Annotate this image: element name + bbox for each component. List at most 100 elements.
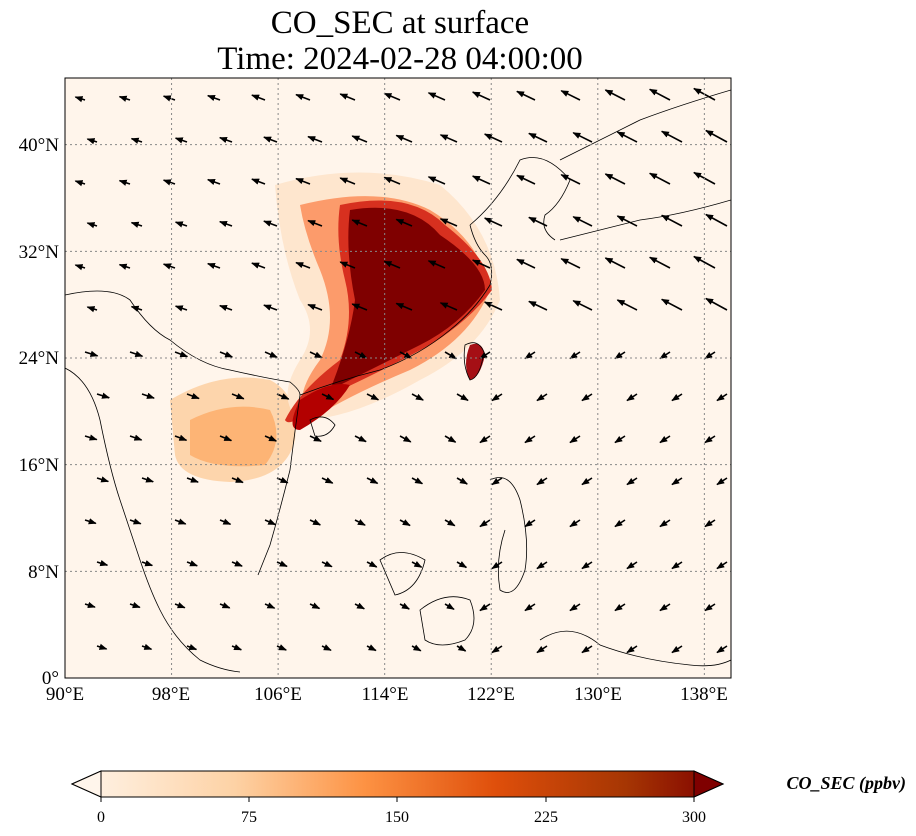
wind-arrow — [471, 175, 491, 185]
wind-arrow — [174, 602, 186, 609]
wind-arrow — [307, 135, 323, 143]
wind-arrow — [174, 351, 189, 358]
wind-arrow — [141, 643, 153, 650]
wind-arrow — [118, 179, 131, 186]
wind-arrow — [660, 214, 683, 227]
wind-arrow — [264, 518, 277, 526]
wind-arrow — [524, 603, 536, 612]
wind-arrow — [186, 643, 198, 651]
wind-arrow — [141, 392, 155, 399]
wind-arrow — [86, 306, 98, 313]
wind-arrow — [616, 299, 638, 311]
wind-arrow — [219, 136, 233, 144]
wind-arrow — [162, 95, 176, 102]
wind-arrow — [309, 435, 322, 443]
wind-arrow — [411, 477, 424, 485]
lat-tick-label: 24°N — [19, 348, 60, 369]
wind-arrow — [560, 257, 581, 269]
wind-arrow — [383, 92, 401, 101]
wind-arrow — [118, 95, 131, 102]
wind-arrow — [604, 257, 626, 269]
wind-arrow — [141, 476, 154, 483]
colorbar-tick-label: 300 — [682, 809, 706, 826]
wind-arrow — [444, 602, 455, 610]
wind-arrow — [659, 519, 671, 528]
wind-arrow — [399, 602, 410, 610]
colorbar-bar — [70, 770, 725, 798]
colorbar-tick-label: 0 — [97, 809, 105, 826]
wind-arrow — [671, 645, 683, 654]
wind-arrow — [572, 131, 593, 143]
wind-arrow — [616, 215, 638, 227]
wind-arrow — [251, 178, 266, 185]
wind-arrow — [174, 137, 188, 144]
wind-arrow — [659, 603, 671, 612]
lat-tick-label: 40°N — [19, 135, 60, 156]
wind-arrow — [186, 476, 199, 483]
wind-arrow — [264, 435, 278, 442]
wind-arrow — [207, 262, 221, 270]
wind-arrow — [130, 305, 143, 312]
wind-arrow — [569, 435, 581, 444]
lon-tick-label: 130°E — [574, 684, 622, 705]
wind-arrow — [295, 177, 311, 185]
wind-arrow — [560, 173, 581, 185]
wind-arrow — [516, 258, 536, 269]
wind-arrow — [581, 645, 593, 654]
wind-arrow — [716, 561, 728, 570]
wind-arrow — [295, 261, 311, 269]
wind-arrow — [705, 213, 728, 227]
wind-arrow — [528, 132, 548, 143]
wind-arrow — [207, 94, 221, 102]
lon-tick-label: 122°E — [467, 684, 515, 705]
wind-arrow — [219, 434, 233, 442]
wind-arrow — [309, 602, 321, 610]
wind-arrow — [456, 644, 467, 652]
wind-arrow — [604, 89, 626, 101]
colorbar: 0 75 150 225 300 CO_SEC (ppbv) — [70, 770, 906, 826]
wind-arrow — [716, 393, 728, 402]
wind-arrow — [366, 644, 377, 652]
wind-arrow — [716, 645, 728, 654]
wind-arrow — [427, 176, 446, 185]
wind-arrow — [572, 299, 593, 311]
wind-arrow — [581, 393, 593, 402]
wind-arrow — [84, 518, 97, 525]
wind-arrow — [219, 220, 233, 228]
map-gridlines — [65, 78, 731, 678]
wind-arrow — [339, 261, 356, 269]
wind-arrow — [626, 477, 638, 486]
wind-arrow — [444, 519, 456, 527]
wind-arrow — [309, 351, 323, 359]
wind-arrow — [129, 518, 142, 525]
colorbar-extend-max — [693, 770, 725, 798]
wind-arrow — [74, 96, 86, 103]
wind-arrow — [264, 602, 276, 609]
wind-arrow — [671, 393, 683, 402]
wind-arrow — [704, 435, 716, 444]
wind-arrow — [626, 645, 638, 654]
wind-arrow — [648, 256, 671, 269]
wind-arrow — [141, 560, 154, 567]
wind-arrow — [524, 519, 536, 528]
wind-arrow — [536, 393, 548, 402]
wind-arrow — [186, 560, 198, 567]
map-title: CO_SEC at surface — [270, 5, 530, 41]
wind-arrow — [307, 219, 323, 227]
wind-arrow — [231, 476, 244, 484]
wind-arrow — [439, 302, 458, 311]
wind-arrow — [705, 297, 728, 311]
wind-arrow — [186, 392, 200, 400]
wind-arrow — [516, 90, 536, 101]
wind-arrow — [524, 435, 536, 444]
wind-arrow — [399, 519, 411, 527]
wind-arrow — [614, 519, 626, 528]
wind-arrow — [96, 643, 108, 650]
wind-arrow — [84, 434, 98, 441]
wind-arrow — [626, 393, 638, 402]
wind-arrow — [118, 263, 131, 270]
wind-arrow — [491, 645, 503, 654]
wind-arrow — [129, 434, 143, 441]
wind-arrow — [439, 134, 458, 143]
